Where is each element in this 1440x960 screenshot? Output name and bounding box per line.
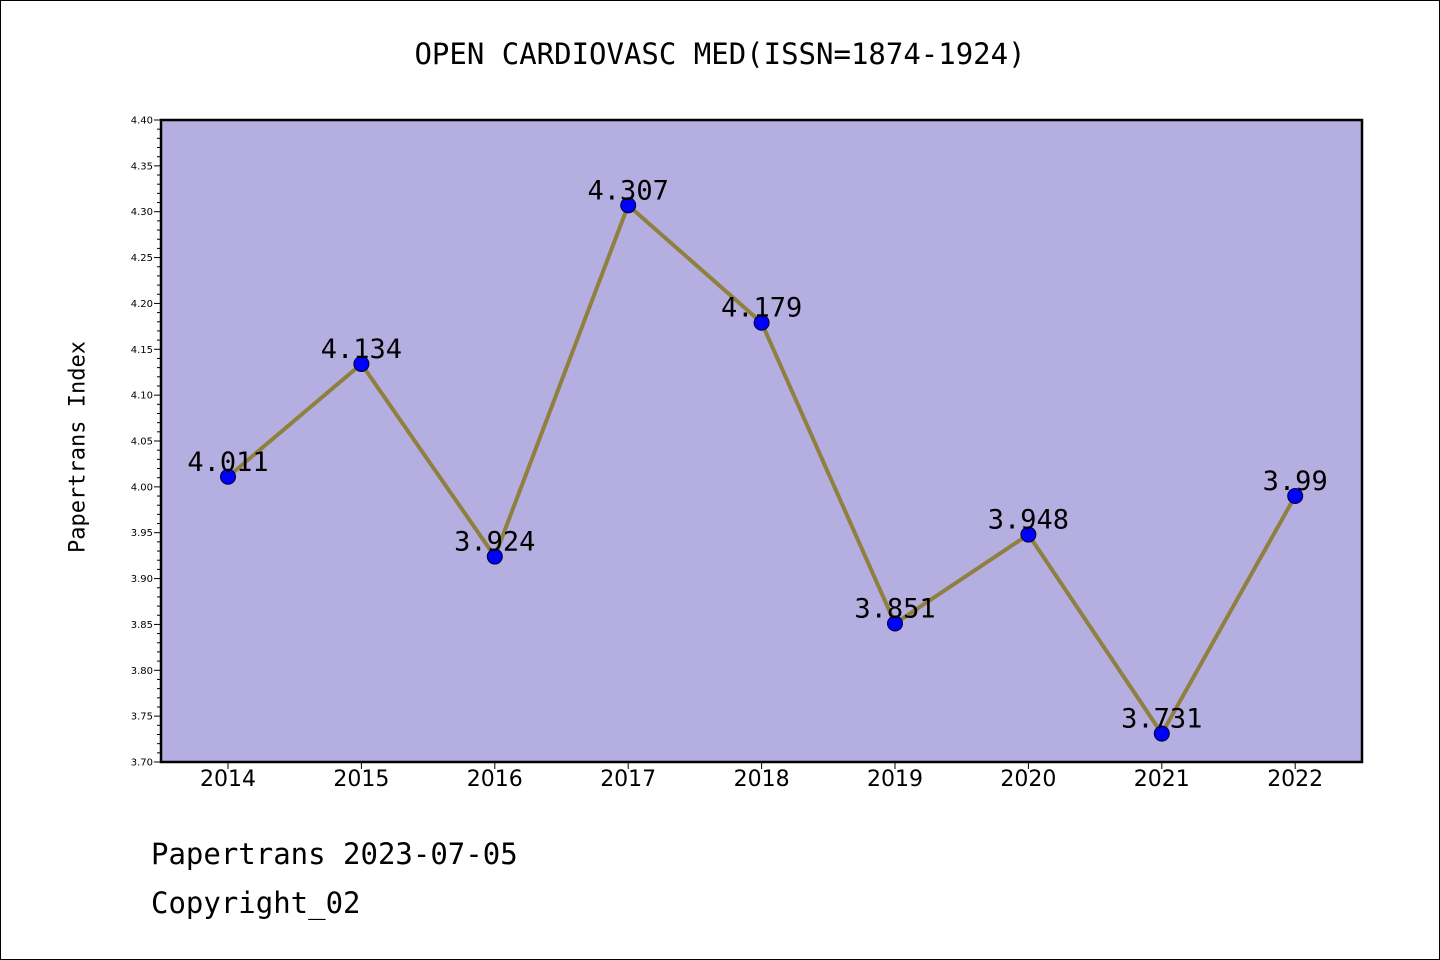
data-label: 3.99 xyxy=(1263,466,1328,497)
plot-area xyxy=(161,120,1362,762)
data-point xyxy=(753,314,770,331)
x-tick-label: 2022 xyxy=(1267,767,1323,792)
data-label: 4.011 xyxy=(187,447,268,478)
y-tick-label: 4.15 xyxy=(131,345,153,356)
y-tick-label: 4.30 xyxy=(131,207,153,218)
data-point xyxy=(353,355,370,372)
data-label: 4.179 xyxy=(721,293,802,324)
footer-copyright: Copyright_02 xyxy=(151,886,361,920)
footer-date: Papertrans 2023-07-05 xyxy=(151,837,518,871)
data-label: 4.307 xyxy=(588,175,669,206)
data-point xyxy=(1020,526,1037,543)
data-point xyxy=(887,615,903,632)
x-tick-label: 2015 xyxy=(333,767,389,792)
data-point xyxy=(220,468,236,485)
data-label: 3.851 xyxy=(854,594,935,625)
y-tick-label: 4.00 xyxy=(131,482,153,493)
data-label: 3.948 xyxy=(988,505,1069,536)
data-label: 3.731 xyxy=(1121,704,1202,735)
y-tick-label: 3.80 xyxy=(131,666,153,677)
y-tick-label: 4.40 xyxy=(131,116,153,127)
data-label: 3.924 xyxy=(454,527,535,558)
y-tick-label: 4.05 xyxy=(131,437,153,448)
y-tick-label: 4.25 xyxy=(131,253,153,264)
x-tick-label: 2016 xyxy=(467,767,523,792)
data-label: 4.134 xyxy=(321,334,402,365)
x-tick-label: 2021 xyxy=(1134,767,1190,792)
y-tick-label: 3.95 xyxy=(131,528,153,539)
data-point xyxy=(486,548,503,565)
chart-title: OPEN CARDIOVASC MED(ISSN=1874-1924) xyxy=(414,37,1026,71)
data-point xyxy=(1153,725,1170,742)
y-tick-label: 4.10 xyxy=(131,391,153,402)
y-tick-label: 3.75 xyxy=(131,712,153,723)
data-point xyxy=(1287,488,1304,505)
x-tick-label: 2020 xyxy=(1000,767,1056,792)
x-tick-label: 2018 xyxy=(734,767,790,792)
x-tick-label: 2019 xyxy=(867,767,923,792)
y-tick-label: 3.90 xyxy=(131,574,153,585)
x-tick-label: 2017 xyxy=(600,767,656,792)
y-tick-label: 4.20 xyxy=(131,299,153,310)
y-tick-label: 3.70 xyxy=(131,758,153,769)
data-point xyxy=(620,197,637,214)
x-tick-label: 2014 xyxy=(200,767,256,792)
y-tick-label: 4.35 xyxy=(131,161,153,172)
y-tick-label: 3.85 xyxy=(131,620,153,631)
